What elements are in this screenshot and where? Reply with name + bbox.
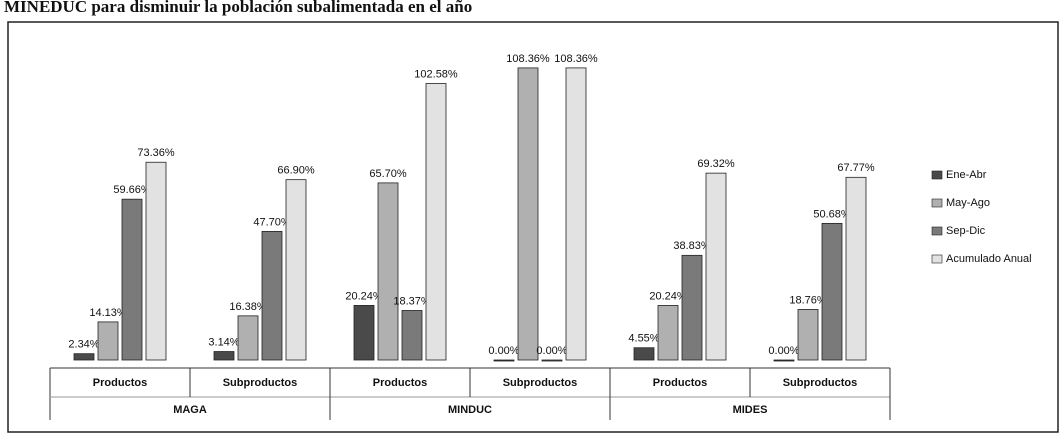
bar [797,309,819,361]
data-label: 50.68% [813,208,851,220]
data-label: 102.58% [414,68,458,80]
legend-label: Sep-Dic [946,225,986,237]
group-label: MIDES [733,404,768,416]
x-tick-label: Subproductos [223,377,298,389]
bar [73,353,95,361]
bar [821,222,843,361]
bar [145,161,167,361]
x-tick-label: Subproductos [503,377,578,389]
legend-label: Acumulado Anual [946,253,1032,265]
legend-swatch [931,226,943,236]
data-label: 108.36% [506,53,550,65]
data-label: 38.83% [673,240,711,252]
data-label: 16.38% [229,301,267,313]
bar [657,305,679,361]
data-label: 18.37% [393,295,431,307]
bar [493,359,515,362]
data-label: 20.24% [345,290,383,302]
bar [401,310,423,361]
x-tick-label: Productos [653,377,707,389]
bar [541,359,563,362]
data-label: 0.00% [488,345,519,357]
data-label: 0.00% [768,345,799,357]
data-label: 67.77% [837,162,875,174]
data-label: 3.14% [208,336,239,348]
bar [681,254,703,361]
bar [377,182,399,361]
data-label: 69.32% [697,158,735,170]
bar [121,198,143,361]
data-label: 2.34% [68,339,99,351]
x-tick-label: Subproductos [783,377,858,389]
group-label: MAGA [173,404,207,416]
x-tick-label: Productos [93,377,147,389]
bar [773,359,795,362]
legend-swatch [931,254,943,264]
bar [97,321,119,361]
bar [261,231,283,361]
legend-swatch [931,170,943,180]
legend-label: May-Ago [946,197,990,209]
data-label: 47.70% [253,216,291,228]
chart-title: MINEDUC para disminuir la población suba… [4,0,472,16]
bar [237,315,259,361]
legend-label: Ene-Abr [946,169,987,181]
legend-swatch [931,198,943,208]
bar [845,176,867,361]
data-label: 108.36% [554,53,598,65]
bar [517,67,539,361]
data-label: 14.13% [89,307,127,319]
data-label: 20.24% [649,290,687,302]
x-tick-label: Productos [373,377,427,389]
data-label: 73.36% [137,147,175,159]
data-label: 66.90% [277,165,315,177]
data-label: 4.55% [628,333,659,345]
bar [285,179,307,361]
data-label: 18.76% [789,294,827,306]
bar [705,172,727,361]
data-label: 0.00% [536,345,567,357]
bar [425,83,447,361]
bar [565,67,587,361]
bar [213,351,235,361]
chart-border [7,21,1059,433]
group-label: MINDUC [448,404,492,416]
bar [633,347,655,361]
data-label: 59.66% [113,184,151,196]
bar [353,305,375,361]
data-label: 65.70% [369,168,407,180]
